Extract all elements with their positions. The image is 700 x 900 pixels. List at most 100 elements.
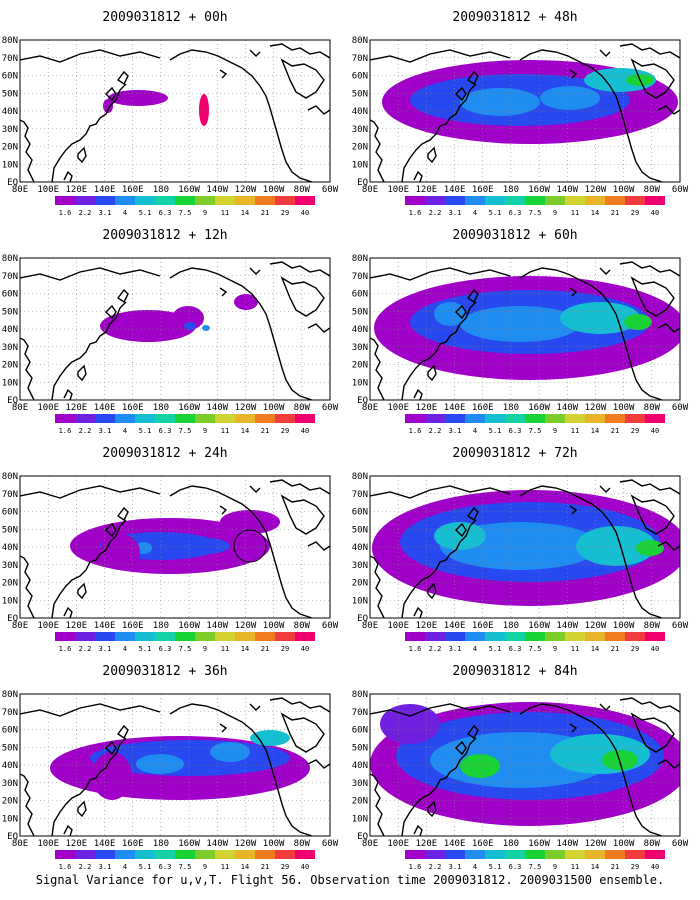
coastline — [401, 737, 477, 836]
field-layer — [20, 694, 330, 836]
colorbar-swatch — [545, 632, 565, 641]
coastline — [569, 287, 578, 297]
colorbar-swatch — [175, 414, 195, 423]
x-tick-label: 160E — [122, 839, 144, 849]
plot-frame — [19, 693, 331, 837]
colorbar-label: 29 — [631, 427, 639, 435]
colorbar-label: 40 — [651, 863, 659, 871]
y-tick-label: 60N — [2, 290, 18, 300]
colorbar-swatch — [405, 196, 425, 205]
coastline — [413, 388, 423, 400]
x-tick-label: 80E — [12, 839, 28, 849]
y-tick-label: 70N — [352, 272, 368, 282]
x-tick-label: 160E — [122, 621, 144, 631]
y-tick-label: 60N — [2, 508, 18, 518]
x-tick-label: 140E — [444, 185, 466, 195]
colorbar-swatch — [485, 850, 505, 859]
y-tick-label: 50N — [352, 525, 368, 535]
variance-contour — [380, 704, 440, 744]
coastline — [619, 261, 680, 277]
y-tick-label: EQ — [7, 178, 18, 188]
coastline — [20, 337, 35, 400]
colorbar-label: 14 — [591, 209, 599, 217]
coastline — [630, 58, 675, 99]
x-tick-label: 160W — [528, 621, 550, 631]
colorbar-swatch — [485, 414, 505, 423]
coastline — [63, 170, 73, 182]
coastline — [63, 388, 73, 400]
coastline — [427, 364, 437, 382]
x-tick-label: 100W — [263, 839, 285, 849]
colorbar-label: 2.2 — [429, 209, 442, 217]
y-tick-label: 80N — [352, 690, 368, 700]
x-tick-label: 160W — [178, 621, 200, 631]
y-tick-label: 30N — [2, 779, 18, 789]
coastline — [370, 773, 385, 836]
map-panel-60h: 2009031812 + 60h EQ 10N 20N 30N 40N 50N 60N 70N 8… — [350, 218, 689, 435]
x-tick-label: 140W — [556, 403, 578, 413]
colorbar-label: 40 — [651, 645, 659, 653]
y-tick-label: 30N — [2, 343, 18, 353]
coastline — [116, 506, 129, 522]
colorbar-swatch — [195, 414, 215, 423]
colorbar-swatch — [505, 196, 525, 205]
plot-area: EQ 10N 20N 30N 40N 50N 60N 70N 80N 80E 100E 120E 140… — [2, 254, 339, 413]
colorbar-swatch — [485, 632, 505, 641]
colorbar-label: 14 — [241, 427, 249, 435]
colorbar-label: 7.5 — [179, 863, 192, 871]
y-tick-label: 50N — [352, 743, 368, 753]
colorbar-label: 40 — [651, 209, 659, 217]
colorbar-swatch — [295, 414, 315, 423]
x-tick-label: 160W — [528, 185, 550, 195]
colorbar-swatch — [545, 850, 565, 859]
colorbar: 1.6 2.2 3.1 4 5.1 6.3 7.5 9 11 14 21 29 40 — [55, 196, 315, 217]
variance-contour — [172, 306, 204, 330]
coastline — [466, 506, 479, 522]
plot-frame — [369, 39, 681, 183]
panel-title: 2009031812 + 48h — [452, 10, 578, 25]
colorbar-label: 21 — [261, 645, 269, 653]
x-tick-label: 80E — [12, 403, 28, 413]
x-tick-label: 180 — [503, 839, 519, 849]
coastline — [307, 323, 330, 333]
map-panel-00h: 2009031812 + 00h EQ 10N 20N 30N 40N 50N 60N 70N 8… — [0, 0, 339, 217]
colorbar-label: 1.6 — [59, 863, 72, 871]
colorbar-label: 3.1 — [449, 645, 462, 653]
x-tick-label: 120E — [66, 839, 88, 849]
colorbar-swatch — [405, 414, 425, 423]
coastline — [427, 800, 437, 818]
colorbar-swatch — [115, 196, 135, 205]
x-tick-label: 120W — [235, 839, 257, 849]
colorbar-swatch — [135, 850, 155, 859]
coastline — [20, 49, 161, 63]
colorbar-label: 4 — [123, 863, 127, 871]
colorbar-swatch — [215, 632, 235, 641]
y-tick-label: 20N — [352, 579, 368, 589]
coastline — [249, 485, 261, 493]
colorbar-swatch — [425, 414, 445, 423]
colorbar-label: 6.3 — [159, 645, 172, 653]
colorbar-swatch — [275, 414, 295, 423]
colorbar-swatch — [465, 196, 485, 205]
colorbar-label: 2.2 — [79, 427, 92, 435]
field-layer — [20, 258, 330, 400]
colorbar-swatch — [195, 632, 215, 641]
x-tick-label: 80W — [644, 185, 661, 195]
map-panel-24h: 2009031812 + 24h EQ 10N 20N 30N 40N 50N 60N 70N 8… — [0, 436, 339, 653]
x-tick-label: 140W — [206, 403, 228, 413]
coastline — [51, 301, 127, 400]
colorbar-swatch — [425, 850, 445, 859]
colorbar-swatch — [115, 850, 135, 859]
colorbar-swatch — [525, 196, 545, 205]
colorbar-swatch — [585, 414, 605, 423]
x-tick-label: 180 — [503, 403, 519, 413]
colorbar-swatch — [525, 414, 545, 423]
colorbar-swatch — [175, 632, 195, 641]
y-tick-label: EQ — [357, 178, 368, 188]
colorbar-label: 14 — [591, 863, 599, 871]
x-tick-label: 120E — [416, 403, 438, 413]
colorbar-label: 14 — [241, 863, 249, 871]
coastline — [370, 267, 511, 281]
y-tick-label: 20N — [352, 143, 368, 153]
x-tick-label: 100W — [263, 403, 285, 413]
